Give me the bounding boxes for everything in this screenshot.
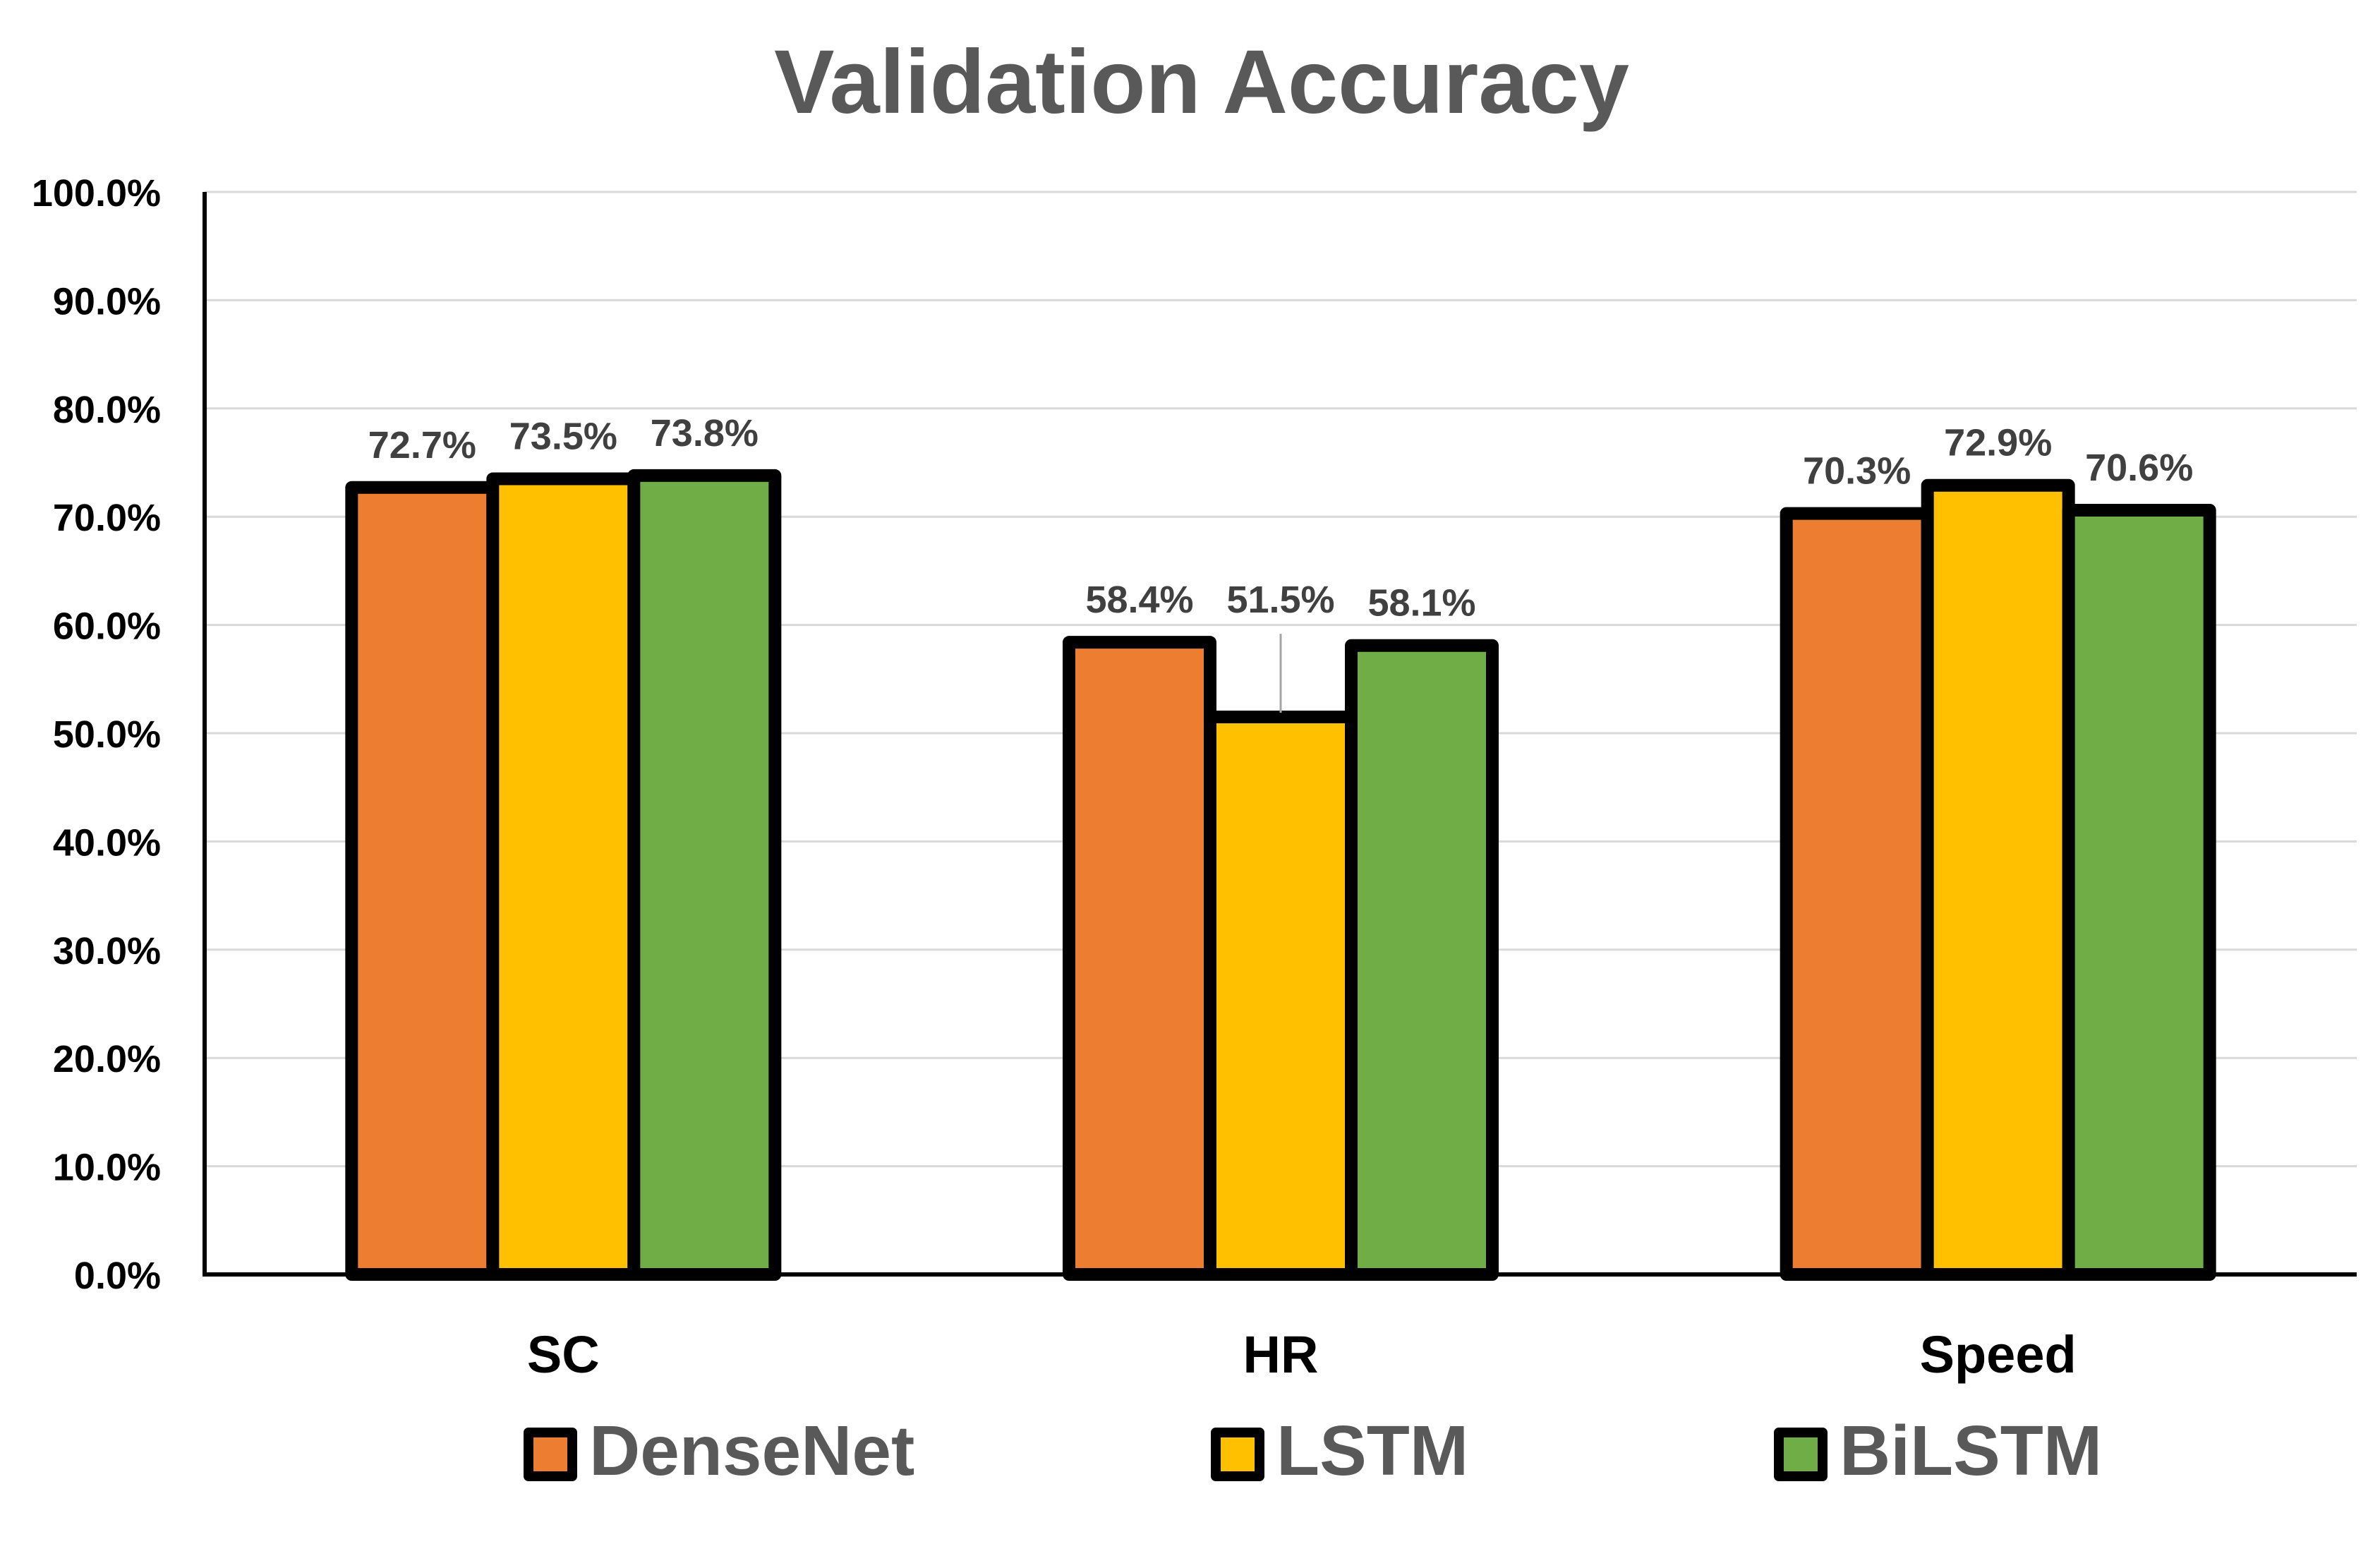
data-label: 73.5% — [509, 416, 617, 458]
bar-bilstm-hr — [1345, 639, 1499, 1281]
bar-bilstm-speed — [2062, 503, 2216, 1281]
data-label: 70.6% — [2085, 447, 2193, 489]
bar-lstm-sc — [486, 472, 641, 1281]
data-label: 51.5% — [1226, 579, 1334, 621]
y-tick-label: 30.0% — [53, 930, 161, 972]
legend-label: LSTM — [1276, 1411, 1468, 1490]
y-tick-label: 80.0% — [53, 389, 161, 431]
x-tick-label: HR — [1243, 1325, 1319, 1384]
bar-densenet-speed — [1780, 507, 1934, 1281]
chart-title: Validation Accuracy — [774, 32, 1629, 133]
x-tick-label: SC — [527, 1325, 600, 1384]
data-labels: 72.7% 73.5% 73.8% 58.4% 51.5% 58.1% 70.3% 72.9%… — [368, 412, 2193, 713]
axes — [203, 192, 2357, 1277]
data-label: 58.1% — [1367, 582, 1475, 625]
legend-label: DenseNet — [589, 1411, 914, 1490]
legend-swatch-lstm — [1211, 1428, 1264, 1481]
data-label: 72.9% — [1944, 422, 2052, 464]
y-tick-label: 100.0% — [32, 172, 161, 215]
data-label: 58.4% — [1085, 579, 1193, 621]
legend-item-bilstm: BiLSTM — [1774, 1411, 2102, 1490]
legend-item-densenet: DenseNet — [524, 1411, 914, 1490]
bar-bilstm-sc — [627, 469, 782, 1281]
y-tick-label: 60.0% — [53, 605, 161, 648]
y-axis-ticks: 0.0% 10.0% 20.0% 30.0% 40.0% 50.0% 60.0% 70.0% 8… — [32, 172, 161, 1297]
y-tick-label: 70.0% — [53, 497, 161, 539]
bar-lstm-hr — [1204, 710, 1358, 1281]
x-tick-label: Speed — [1920, 1325, 2077, 1384]
legend-swatch-densenet — [524, 1428, 577, 1481]
legend-item-lstm: LSTM — [1211, 1411, 1468, 1490]
x-axis-ticks: SC HR Speed — [527, 1325, 2077, 1384]
bar-lstm-speed — [1921, 478, 2075, 1281]
bar-densenet-hr — [1063, 636, 1216, 1281]
data-label: 70.3% — [1803, 450, 1911, 493]
legend: DenseNet LSTM BiLSTM — [524, 1411, 2102, 1490]
data-label: 73.8% — [651, 412, 759, 454]
y-tick-label: 10.0% — [53, 1147, 161, 1189]
y-tick-label: 90.0% — [53, 280, 161, 322]
bar-densenet-sc — [345, 481, 500, 1281]
y-tick-label: 20.0% — [53, 1038, 161, 1080]
y-tick-label: 40.0% — [53, 821, 161, 864]
data-label: 72.7% — [368, 424, 476, 466]
legend-swatch-bilstm — [1774, 1428, 1828, 1481]
y-tick-label: 50.0% — [53, 713, 161, 756]
y-tick-label: 0.0% — [74, 1255, 161, 1297]
legend-label: BiLSTM — [1840, 1411, 2102, 1490]
